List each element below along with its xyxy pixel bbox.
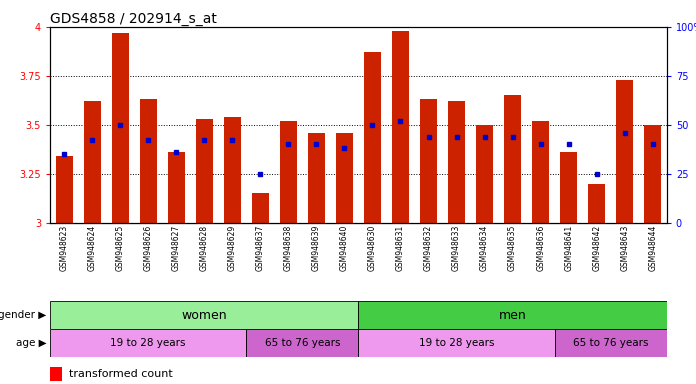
Bar — [224, 117, 241, 223]
Text: GSM948632: GSM948632 — [424, 225, 433, 271]
Text: 19 to 28 years: 19 to 28 years — [111, 338, 186, 348]
Text: GDS4858 / 202914_s_at: GDS4858 / 202914_s_at — [50, 12, 217, 26]
Bar — [392, 31, 409, 223]
Text: age ▶: age ▶ — [16, 338, 47, 348]
Bar — [196, 119, 213, 223]
Bar — [56, 156, 72, 223]
Text: GSM948642: GSM948642 — [592, 225, 601, 271]
Text: GSM948636: GSM948636 — [536, 225, 545, 271]
Text: women: women — [182, 309, 227, 322]
Bar — [308, 132, 325, 223]
Bar — [560, 152, 577, 223]
Text: GSM948643: GSM948643 — [620, 225, 629, 271]
Bar — [168, 152, 184, 223]
Bar — [617, 80, 633, 223]
Text: 65 to 76 years: 65 to 76 years — [573, 338, 649, 348]
Text: GSM948633: GSM948633 — [452, 225, 461, 271]
Bar — [246, 329, 358, 357]
Bar — [280, 121, 296, 223]
Text: GSM948626: GSM948626 — [143, 225, 152, 271]
Text: GSM948630: GSM948630 — [368, 225, 377, 271]
Bar — [336, 132, 353, 223]
Bar — [476, 125, 493, 223]
Bar — [50, 367, 63, 381]
Bar — [140, 99, 157, 223]
Text: GSM948639: GSM948639 — [312, 225, 321, 271]
Text: 65 to 76 years: 65 to 76 years — [264, 338, 340, 348]
Bar — [50, 301, 358, 329]
Bar — [555, 329, 667, 357]
Bar — [84, 101, 100, 223]
Bar — [358, 329, 555, 357]
Text: GSM948641: GSM948641 — [564, 225, 574, 271]
Text: GSM948631: GSM948631 — [396, 225, 405, 271]
Text: GSM948637: GSM948637 — [256, 225, 265, 271]
Bar — [112, 33, 129, 223]
Bar — [504, 96, 521, 223]
Text: men: men — [499, 309, 526, 322]
Bar — [252, 194, 269, 223]
Bar — [364, 52, 381, 223]
Text: GSM948634: GSM948634 — [480, 225, 489, 271]
Text: GSM948640: GSM948640 — [340, 225, 349, 271]
Text: GSM948638: GSM948638 — [284, 225, 293, 271]
Text: GSM948628: GSM948628 — [200, 225, 209, 271]
Bar — [448, 101, 465, 223]
Bar — [644, 125, 661, 223]
Text: GSM948629: GSM948629 — [228, 225, 237, 271]
Bar — [358, 301, 667, 329]
Text: 19 to 28 years: 19 to 28 years — [419, 338, 494, 348]
Text: GSM948635: GSM948635 — [508, 225, 517, 271]
Bar — [420, 99, 437, 223]
Bar — [50, 329, 246, 357]
Bar — [532, 121, 549, 223]
Text: gender ▶: gender ▶ — [0, 310, 47, 320]
Bar — [588, 184, 605, 223]
Text: transformed count: transformed count — [69, 369, 173, 379]
Text: GSM948627: GSM948627 — [172, 225, 181, 271]
Text: GSM948623: GSM948623 — [60, 225, 69, 271]
Text: GSM948644: GSM948644 — [648, 225, 657, 271]
Text: GSM948624: GSM948624 — [88, 225, 97, 271]
Text: GSM948625: GSM948625 — [116, 225, 125, 271]
